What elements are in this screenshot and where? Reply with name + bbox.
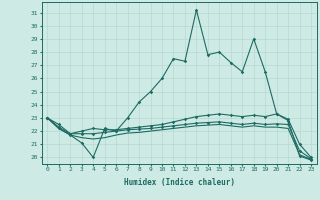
X-axis label: Humidex (Indice chaleur): Humidex (Indice chaleur) — [124, 178, 235, 187]
